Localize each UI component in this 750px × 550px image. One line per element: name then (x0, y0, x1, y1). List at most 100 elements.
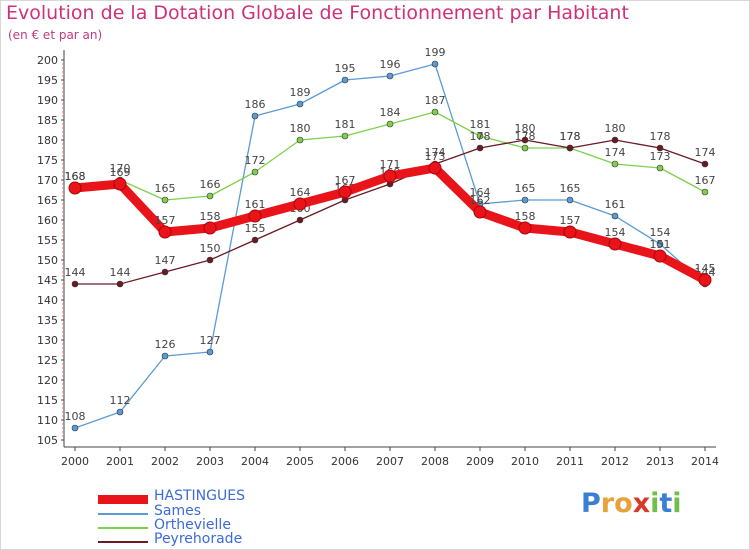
data-point (71, 424, 79, 432)
y-tick-label: 115 (37, 394, 58, 407)
legend-swatch (98, 541, 148, 543)
data-point (341, 76, 349, 84)
data-point (698, 273, 712, 287)
data-point (521, 196, 529, 204)
data-label: 157 (560, 214, 581, 227)
data-label: 187 (425, 94, 446, 107)
data-label: 161 (245, 198, 266, 211)
data-label: 186 (245, 98, 266, 111)
data-point (113, 177, 127, 191)
data-point (431, 60, 439, 68)
chart-subtitle: (en € et par an) (8, 28, 103, 42)
data-label: 144 (110, 266, 131, 279)
data-label: 180 (515, 122, 536, 135)
data-point (656, 164, 664, 172)
data-point (701, 160, 709, 168)
x-tick-label: 2004 (241, 455, 269, 468)
data-point (71, 280, 79, 288)
y-tick-label: 190 (37, 94, 58, 107)
data-point (656, 144, 664, 152)
data-point (383, 169, 397, 183)
data-label: 166 (200, 178, 221, 191)
y-tick-label: 195 (37, 74, 58, 87)
data-label: 170 (110, 162, 131, 175)
data-point (251, 236, 259, 244)
data-label: 147 (155, 254, 176, 267)
data-label: 154 (605, 226, 626, 239)
data-point (68, 181, 82, 195)
data-label: 164 (470, 186, 491, 199)
data-label: 168 (65, 170, 86, 183)
x-tick-label: 2007 (376, 455, 404, 468)
y-tick-label: 125 (37, 354, 58, 367)
data-label: 127 (200, 334, 221, 347)
data-label: 145 (695, 262, 716, 275)
x-tick-label: 2006 (331, 455, 359, 468)
data-label: 189 (290, 86, 311, 99)
data-label: 164 (290, 186, 311, 199)
data-label: 168 (65, 170, 86, 183)
data-label: 180 (290, 122, 311, 135)
data-label: 178 (515, 130, 536, 143)
data-point (386, 72, 394, 80)
data-point (611, 212, 619, 220)
data-point (203, 221, 217, 235)
data-point (296, 216, 304, 224)
y-tick-label: 155 (37, 234, 58, 247)
data-point (476, 132, 484, 140)
data-label: 173 (650, 150, 671, 163)
data-point (158, 225, 172, 239)
x-tick-label: 2010 (511, 455, 539, 468)
data-label: 154 (650, 226, 671, 239)
y-tick-label: 175 (37, 154, 58, 167)
x-tick-label: 2011 (556, 455, 584, 468)
data-label: 151 (650, 238, 671, 251)
data-point (653, 249, 667, 263)
data-label: 167 (335, 174, 356, 187)
data-label: 162 (470, 194, 491, 207)
legend-swatch (98, 494, 148, 504)
data-label: 178 (650, 130, 671, 143)
data-point (338, 185, 352, 199)
y-tick-label: 160 (37, 214, 58, 227)
data-point (611, 136, 619, 144)
data-label: 165 (560, 182, 581, 195)
y-tick-label: 165 (37, 194, 58, 207)
data-label: 184 (380, 106, 401, 119)
data-point (293, 197, 307, 211)
data-point (518, 221, 532, 235)
data-point (206, 348, 214, 356)
data-label: 158 (515, 210, 536, 223)
data-label: 158 (200, 210, 221, 223)
data-point (116, 408, 124, 416)
data-label: 150 (200, 242, 221, 255)
y-tick-label: 180 (37, 134, 58, 147)
data-label: 167 (695, 174, 716, 187)
data-point (473, 205, 487, 219)
data-point (386, 120, 394, 128)
data-point (161, 352, 169, 360)
legend-label: Sames (154, 503, 202, 519)
x-tick-label: 2012 (601, 455, 629, 468)
data-label: 144 (65, 266, 86, 279)
data-label: 174 (695, 146, 716, 159)
y-tick-label: 200 (37, 54, 58, 67)
data-point (248, 209, 262, 223)
data-label: 155 (245, 222, 266, 235)
x-tick-label: 2013 (646, 455, 674, 468)
data-label: 112 (110, 394, 131, 407)
x-tick-label: 2003 (196, 455, 224, 468)
data-point (521, 136, 529, 144)
data-label: 172 (245, 154, 266, 167)
chart-title: Evolution de la Dotation Globale de Fonc… (6, 2, 629, 24)
data-point (611, 160, 619, 168)
y-tick-label: 145 (37, 274, 58, 287)
data-point (206, 256, 214, 264)
data-label: 199 (425, 46, 446, 59)
x-tick-label: 2002 (151, 455, 179, 468)
data-label: 171 (380, 158, 401, 171)
y-tick-label: 120 (37, 374, 58, 387)
y-tick-label: 170 (37, 174, 58, 187)
